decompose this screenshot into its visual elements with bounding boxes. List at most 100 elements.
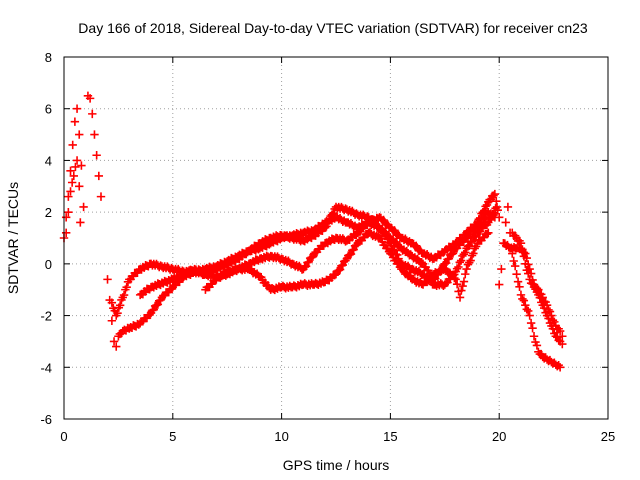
data-point xyxy=(67,178,77,187)
data-point xyxy=(516,290,526,300)
data-point xyxy=(107,298,117,307)
data-point xyxy=(320,223,330,232)
data-point xyxy=(455,293,465,302)
data-point xyxy=(387,250,396,259)
data-point xyxy=(349,245,358,254)
data-point xyxy=(329,209,338,218)
data-point xyxy=(92,151,101,160)
data-point xyxy=(550,317,559,327)
x-tick-label: 20 xyxy=(492,429,506,444)
data-point xyxy=(122,283,131,292)
data-point xyxy=(94,171,104,181)
data-point xyxy=(107,316,117,325)
data-point xyxy=(79,202,88,212)
data-point xyxy=(461,248,470,257)
data-point xyxy=(70,117,80,126)
data-point xyxy=(119,290,129,300)
y-tick-label: 6 xyxy=(45,102,52,117)
data-point xyxy=(113,308,122,318)
data-point xyxy=(72,104,82,113)
data-point xyxy=(69,171,78,181)
data-point xyxy=(115,301,125,310)
data-point xyxy=(149,305,158,314)
data-point xyxy=(482,200,492,210)
data-point xyxy=(112,342,121,351)
data-point xyxy=(510,261,520,271)
data-point xyxy=(490,189,500,199)
data-point xyxy=(304,257,313,267)
data-point xyxy=(109,337,119,346)
data-point xyxy=(153,300,163,309)
data-point xyxy=(77,161,86,170)
data-point xyxy=(451,275,460,284)
data-point xyxy=(515,282,524,291)
tick-layer: 0 5 10 15 20 25 -6 -4 -2 0 2 4 6 8 xyxy=(40,50,615,444)
data-point xyxy=(471,242,481,251)
data-point xyxy=(528,323,537,333)
data-point xyxy=(394,259,403,269)
data-point xyxy=(489,208,499,217)
y-tick-label: -6 xyxy=(40,412,52,427)
data-point xyxy=(346,249,356,259)
data-point xyxy=(465,241,474,250)
data-point xyxy=(519,252,529,261)
series-track-2 xyxy=(61,156,85,238)
data-point xyxy=(103,275,112,284)
data-point xyxy=(521,259,530,269)
data-point xyxy=(542,301,552,310)
data-point xyxy=(461,269,470,279)
data-point xyxy=(555,326,565,336)
chart-title: Day 166 of 2018, Sidereal Day-to-day VTE… xyxy=(78,20,588,36)
data-point xyxy=(462,264,471,274)
data-point xyxy=(448,249,458,258)
series-track-7 xyxy=(201,228,493,302)
data-point xyxy=(524,306,533,316)
data-point xyxy=(492,202,502,212)
x-axis-label: GPS time / hours xyxy=(283,457,390,473)
data-point xyxy=(469,249,478,258)
plot-frame xyxy=(63,56,609,420)
data-point xyxy=(555,363,565,372)
data-point xyxy=(532,341,542,350)
data-point xyxy=(534,285,543,294)
data-point xyxy=(85,94,95,103)
data-point xyxy=(531,337,540,347)
data-point xyxy=(335,265,345,274)
x-tick-label: 0 xyxy=(60,429,67,444)
data-point xyxy=(516,238,526,248)
data-point xyxy=(518,247,527,256)
data-point xyxy=(458,281,467,291)
y-tick-label: 4 xyxy=(45,153,52,168)
data-point xyxy=(301,262,311,271)
data-point xyxy=(547,311,556,320)
data-point xyxy=(66,187,75,196)
data-point xyxy=(509,256,518,266)
data-point xyxy=(323,217,333,227)
data-point xyxy=(68,140,77,150)
data-point xyxy=(538,293,547,302)
data-point xyxy=(64,207,73,217)
series-track-10 xyxy=(508,228,567,341)
data-point xyxy=(64,192,73,201)
data-point xyxy=(512,270,521,279)
data-points xyxy=(59,91,567,372)
data-point xyxy=(522,266,531,275)
data-point xyxy=(338,260,347,270)
data-point xyxy=(497,264,506,274)
data-point xyxy=(501,218,510,227)
data-point xyxy=(467,236,477,246)
data-point xyxy=(525,311,534,320)
data-point xyxy=(545,307,555,316)
data-point xyxy=(532,284,542,293)
data-point xyxy=(327,210,337,219)
y-tick-label: -2 xyxy=(40,309,52,324)
data-point xyxy=(488,209,497,219)
series-track-3 xyxy=(83,91,106,201)
data-point xyxy=(382,231,391,241)
data-point xyxy=(88,109,97,119)
data-point xyxy=(481,202,490,211)
data-point xyxy=(485,215,494,225)
data-point xyxy=(454,262,463,272)
data-point xyxy=(76,218,85,227)
